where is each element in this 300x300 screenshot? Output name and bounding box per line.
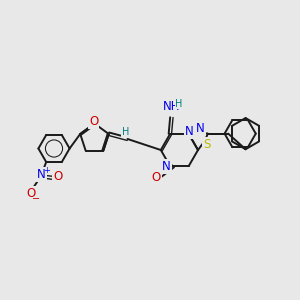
Text: NH: NH — [163, 100, 180, 113]
Text: H: H — [122, 128, 129, 137]
Text: N: N — [162, 160, 171, 172]
Text: H: H — [175, 99, 182, 109]
Text: N: N — [37, 168, 46, 181]
Text: N: N — [185, 125, 194, 138]
Text: N: N — [196, 122, 205, 136]
Text: +: + — [43, 166, 50, 175]
Text: O: O — [89, 115, 98, 128]
Text: O: O — [53, 170, 62, 183]
Text: O: O — [27, 187, 36, 200]
Text: O: O — [152, 171, 161, 184]
Text: −: − — [32, 194, 40, 204]
Text: S: S — [203, 138, 210, 151]
